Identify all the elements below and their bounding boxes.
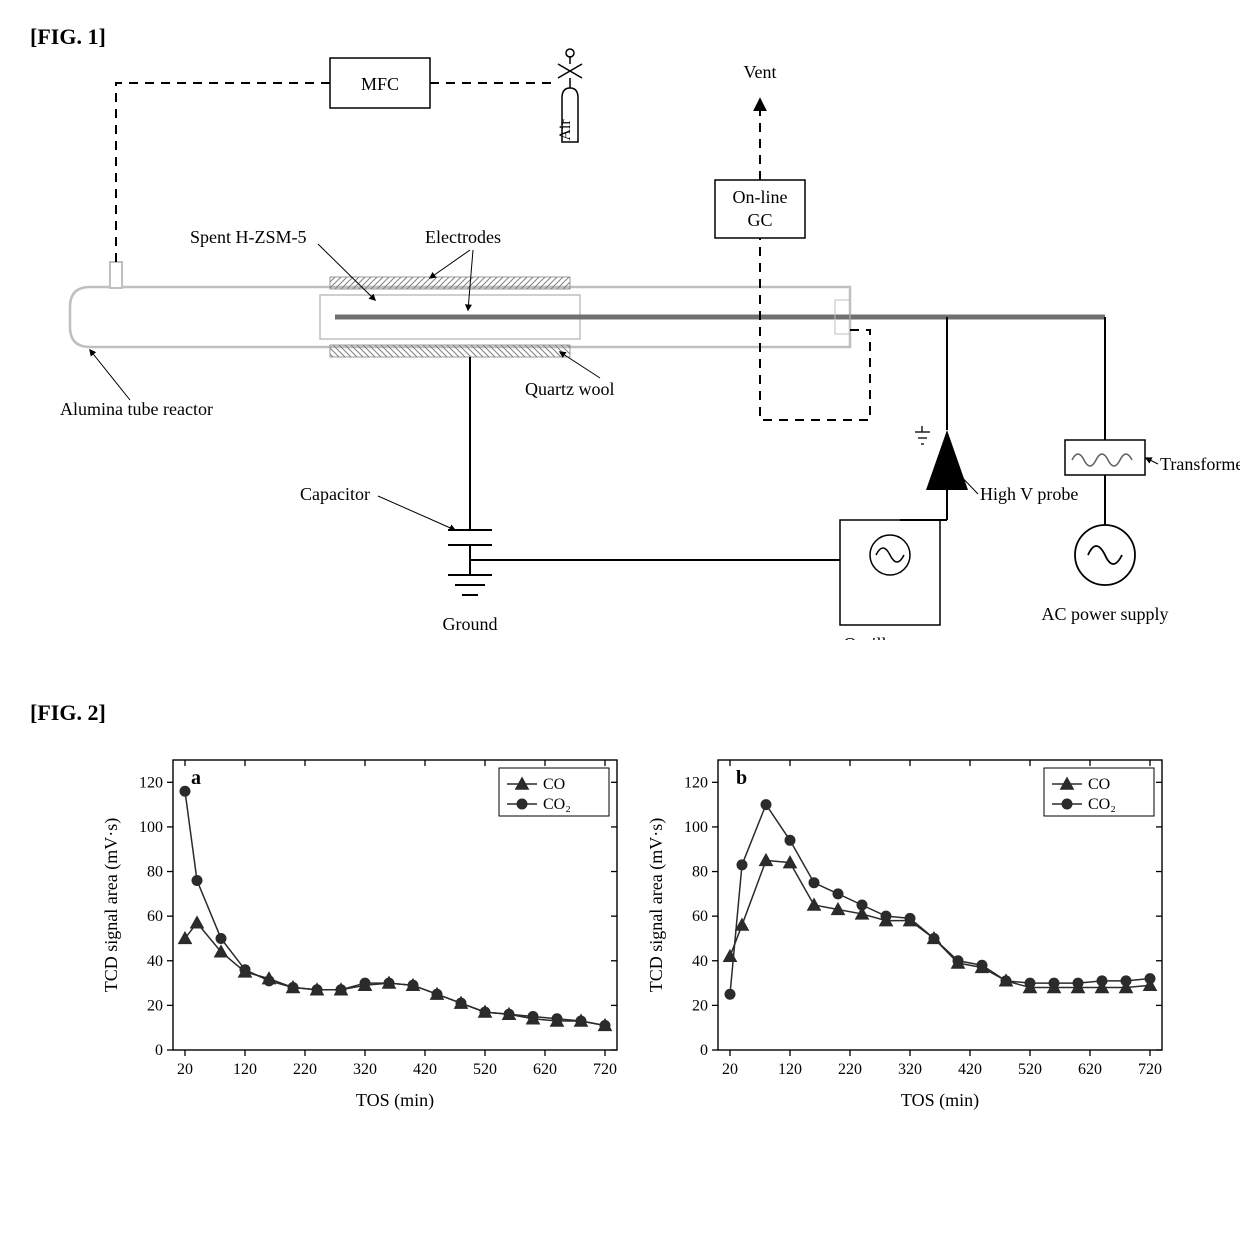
svg-text:120: 120 xyxy=(233,1061,257,1078)
svg-text:20: 20 xyxy=(722,1061,738,1078)
svg-text:Air: Air xyxy=(557,119,574,141)
ground-circuit xyxy=(448,357,840,595)
osc-label: Oscilloscope xyxy=(844,634,937,640)
svg-text:CO₂: CO₂ xyxy=(543,796,571,813)
svg-text:720: 720 xyxy=(1138,1061,1162,1078)
svg-text:20: 20 xyxy=(147,997,163,1014)
svg-text:Transformer: Transformer xyxy=(1160,454,1240,474)
svg-text:CO: CO xyxy=(543,776,565,793)
svg-text:0: 0 xyxy=(155,1042,163,1059)
svg-text:520: 520 xyxy=(1018,1061,1042,1078)
svg-text:120: 120 xyxy=(778,1061,802,1078)
svg-text:b: b xyxy=(736,767,747,789)
svg-text:TCD signal area (mV·s): TCD signal area (mV·s) xyxy=(101,818,122,992)
air-cylinder: Air xyxy=(557,88,578,142)
svg-text:CO₂: CO₂ xyxy=(1088,796,1116,813)
ac-label: AC power supply xyxy=(1042,604,1169,624)
svg-text:320: 320 xyxy=(353,1061,377,1078)
svg-text:20: 20 xyxy=(177,1061,193,1078)
svg-text:620: 620 xyxy=(533,1061,557,1078)
svg-text:100: 100 xyxy=(684,819,708,836)
fig2-label: [FIG. 2] xyxy=(30,700,106,726)
svg-text:420: 420 xyxy=(958,1061,982,1078)
electrode-bottom xyxy=(330,345,570,357)
fig2-chart-b: 0 20 40 60 80 100 120 20 120 220 320 420 520 620 720 TO… xyxy=(640,740,1180,1120)
high-v-probe-icon xyxy=(900,317,968,520)
electrode-top xyxy=(330,277,570,289)
svg-text:520: 520 xyxy=(473,1061,497,1078)
ac-supply-icon xyxy=(1075,525,1135,585)
svg-text:TOS (min): TOS (min) xyxy=(901,1090,979,1111)
svg-text:Ground: Ground xyxy=(443,614,498,634)
fig1-diagram: MFC Air On-line GC Vent xyxy=(0,0,1240,640)
svg-text:100: 100 xyxy=(139,819,163,836)
svg-text:a: a xyxy=(191,767,201,789)
svg-text:Quartz wool: Quartz wool xyxy=(525,379,614,399)
svg-text:CO: CO xyxy=(1088,776,1110,793)
svg-text:Electrodes: Electrodes xyxy=(425,227,501,247)
svg-text:120: 120 xyxy=(139,774,163,791)
air-valve-icon xyxy=(558,49,582,88)
mfc-box: MFC xyxy=(330,58,430,108)
svg-text:80: 80 xyxy=(147,864,163,881)
svg-text:Spent H-ZSM-5: Spent H-ZSM-5 xyxy=(190,227,307,247)
product-lines xyxy=(760,100,870,420)
svg-text:0: 0 xyxy=(700,1042,708,1059)
svg-text:720: 720 xyxy=(593,1061,617,1078)
svg-text:120: 120 xyxy=(684,774,708,791)
svg-text:60: 60 xyxy=(147,908,163,925)
svg-text:60: 60 xyxy=(692,908,708,925)
gc-box: On-line GC xyxy=(715,180,805,238)
svg-text:80: 80 xyxy=(692,864,708,881)
svg-text:40: 40 xyxy=(147,953,163,970)
svg-text:GC: GC xyxy=(747,210,772,230)
svg-text:Alumina tube reactor: Alumina tube reactor xyxy=(60,399,213,419)
svg-text:220: 220 xyxy=(293,1061,317,1078)
svg-text:220: 220 xyxy=(838,1061,862,1078)
svg-text:High V probe: High V probe xyxy=(980,484,1078,504)
svg-text:620: 620 xyxy=(1078,1061,1102,1078)
oscilloscope xyxy=(840,520,940,625)
svg-text:20: 20 xyxy=(692,997,708,1014)
svg-text:MFC: MFC xyxy=(361,74,399,94)
svg-text:320: 320 xyxy=(898,1061,922,1078)
svg-text:TOS (min): TOS (min) xyxy=(356,1090,434,1111)
svg-text:On-line: On-line xyxy=(733,187,788,207)
svg-text:40: 40 xyxy=(692,953,708,970)
svg-text:Capacitor: Capacitor xyxy=(300,484,370,504)
vent-label: Vent xyxy=(744,62,777,82)
svg-text:420: 420 xyxy=(413,1061,437,1078)
svg-text:TCD signal area (mV·s): TCD signal area (mV·s) xyxy=(646,818,667,992)
fig2-chart-a: 0 20 40 60 80 100 120 20 120 220 320 420 520 620 720 TO… xyxy=(95,740,635,1120)
